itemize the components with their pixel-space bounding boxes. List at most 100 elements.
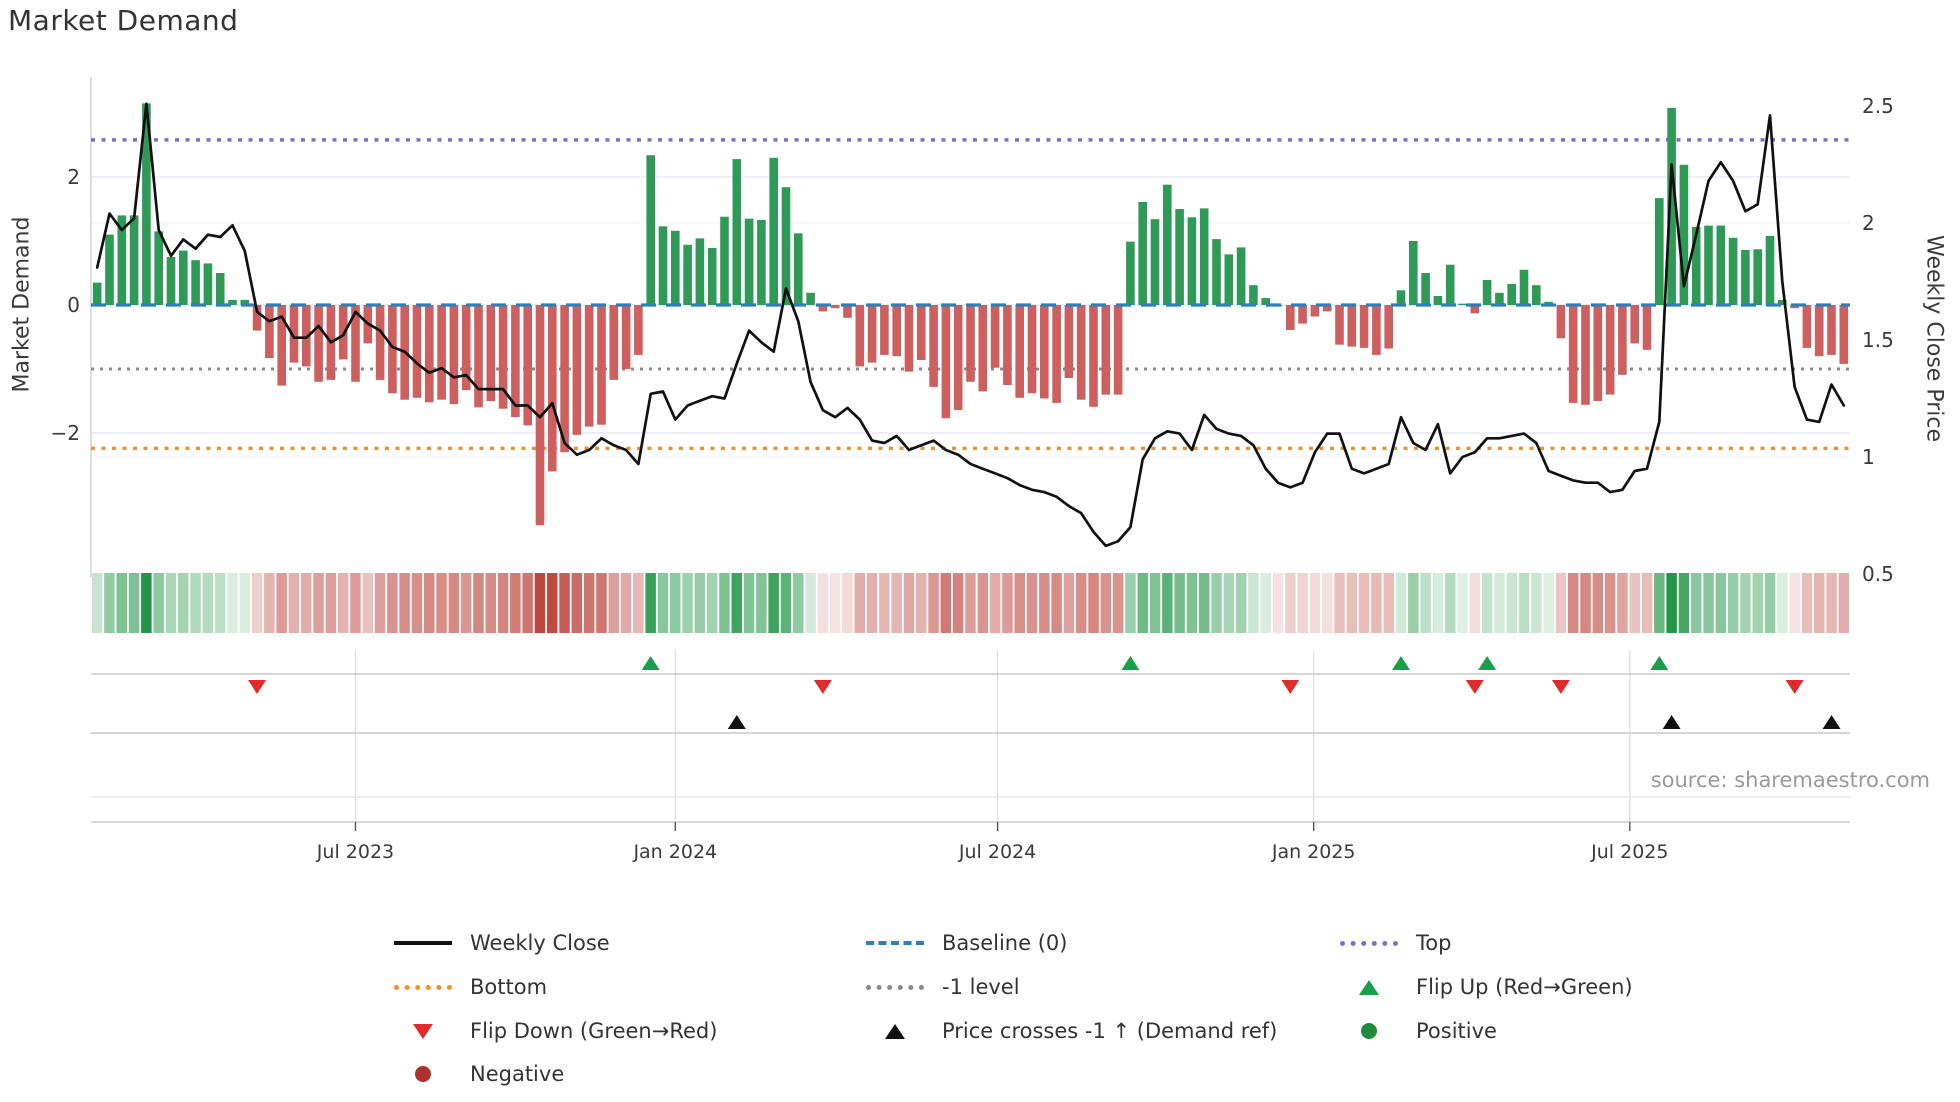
heatmap-cell [1235,573,1247,633]
flip-up-marker [1478,656,1497,670]
demand-bar [1261,298,1270,305]
demand-bar [1630,305,1639,344]
demand-bar [1249,285,1258,305]
heatmap-cell [1211,573,1222,633]
heatmap-cell [866,573,878,633]
heatmap-cell [128,573,140,633]
demand-bar [671,230,680,305]
right-axis-tick-label: 0.5 [1862,562,1894,586]
heatmap-cell [1678,573,1690,633]
heatmap-cell [1223,573,1235,633]
heatmap-cell [1703,573,1714,633]
dashed-line-swatch-icon [866,941,924,945]
heatmap-cell [374,573,386,633]
legend-item-label: Flip Down (Green→Red) [470,1019,718,1043]
price-cross-marker [1662,715,1681,729]
demand-bar [1076,305,1086,400]
heatmap-cell [91,573,103,633]
demand-bar [806,292,815,305]
demand-bar [794,233,803,305]
heatmap-cell [460,573,472,633]
heatmap-cell [141,573,152,633]
right-axis-tick-label: 2 [1862,211,1875,235]
heatmap-cell [719,573,730,633]
demand-bar [1015,305,1024,398]
x-axis-tick-label: Jul 2025 [1590,841,1668,863]
demand-bar [1384,305,1393,349]
demand-bar [1212,239,1221,305]
demand-bar [744,218,754,305]
demand-bar [289,305,299,363]
demand-bar [683,244,692,305]
heatmap-cell [916,573,927,633]
heatmap-cell [350,573,361,633]
heatmap-cell [387,573,398,633]
dotted-line-swatch-icon [866,984,924,990]
heatmap-cell [977,573,989,633]
demand-bar [1814,305,1824,357]
heatmap-cell [1383,573,1394,633]
demand-bar [917,305,926,360]
heatmap-cell [1531,573,1542,633]
legend-swatch [866,984,924,990]
heatmap-cell [264,573,275,633]
heatmap-cell [879,573,890,633]
heatmap-cell [1408,573,1419,633]
heatmap-cell [227,573,238,633]
demand-bar [1409,241,1418,305]
heatmap-cell [793,573,804,633]
legend-swatch [866,941,924,945]
heatmap-cell [1371,573,1382,633]
demand-bar [1335,305,1344,345]
demand-bar [498,305,508,409]
demand-bar [1175,209,1184,305]
heatmap-cell [1568,573,1579,633]
demand-bar [1372,305,1381,355]
demand-bar [1741,250,1750,305]
demand-bar [1445,264,1455,305]
demand-bar [1827,305,1836,355]
x-axis-tick-label: Jan 2024 [632,841,717,863]
circle-icon [394,1066,452,1082]
heatmap-cell [1752,573,1763,633]
heatmap-cell [288,573,300,633]
heatmap-cell [1248,573,1259,633]
right-axis-tick-label: 1 [1862,445,1875,469]
legend-swatch [394,941,452,945]
heatmap-cell [522,573,533,633]
right-axis-tick-label: 2.5 [1862,94,1894,118]
demand-bar [584,305,594,427]
demand-bar [1765,235,1775,305]
legend-item: Positive [1340,1014,1497,1048]
demand-bar [1753,249,1762,305]
heatmap-cell [214,573,226,633]
demand-bar [302,305,311,367]
demand-bar [781,187,791,305]
heatmap-cell [497,573,509,633]
demand-bar [203,263,213,305]
heatmap-cell [424,573,435,633]
demand-bar [1839,305,1849,364]
heatmap-cell [1039,573,1050,633]
legend-swatch [1340,940,1398,946]
heatmap-cell [1014,573,1025,633]
demand-bar [1667,107,1676,306]
demand-bar [1236,247,1246,305]
demand-bar [572,305,582,435]
heatmap-cell [399,573,410,633]
demand-bar [1150,219,1160,305]
legend-item: Baseline (0) [866,926,1067,960]
demand-bar [1187,217,1197,305]
demand-bar [1003,305,1012,385]
heatmap-cell [1162,573,1173,633]
demand-bar [769,157,778,305]
dotted-line-swatch-icon [394,984,452,990]
demand-bar [535,305,545,526]
demand-bar [1519,269,1529,305]
heatmap-cell [1641,573,1653,633]
demand-bar [1199,208,1209,305]
legend-item: Flip Up (Red→Green) [1340,970,1633,1004]
demand-bar [1605,305,1615,395]
demand-bar [252,305,262,331]
heatmap-cell [1026,573,1038,633]
